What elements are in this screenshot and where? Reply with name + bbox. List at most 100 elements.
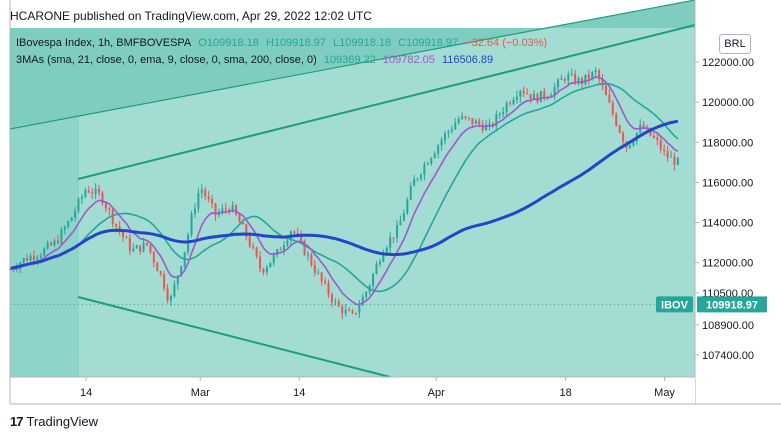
candle-body — [152, 252, 155, 263]
candle-body — [269, 262, 272, 268]
candle-body — [303, 240, 306, 255]
price-tick-label: 122000.00 — [702, 57, 754, 69]
candle-body — [283, 245, 285, 251]
candle-body — [433, 153, 436, 159]
candle-body — [478, 120, 481, 125]
candle-body — [211, 199, 214, 204]
candle-body — [122, 231, 125, 238]
candle-body — [300, 235, 303, 241]
candle-body — [70, 217, 73, 222]
ohlc-low: L109918.18 — [332, 37, 392, 49]
candle-body — [437, 145, 440, 154]
candle-body — [659, 140, 662, 150]
candle-body — [272, 255, 275, 263]
candle-body — [53, 240, 56, 246]
candle-body — [159, 271, 162, 275]
candle-body — [224, 208, 227, 210]
candle-body — [238, 214, 241, 223]
candle-body — [505, 103, 508, 112]
time-axis-background — [10, 377, 695, 404]
candle-body — [67, 221, 70, 228]
candle-body — [622, 132, 625, 142]
candle-body — [522, 90, 525, 94]
candle-body — [163, 274, 166, 289]
candle-body — [132, 248, 135, 252]
candle-body — [567, 74, 570, 81]
candle-body — [231, 205, 234, 212]
candle-body — [50, 243, 53, 246]
price-tick-label: 112000.00 — [702, 258, 753, 270]
candle-body — [632, 141, 635, 146]
candle-body — [372, 274, 375, 286]
price-tick-label: 108900.00 — [702, 320, 754, 332]
tradingview-logo-icon: 17 — [10, 414, 24, 429]
channel-outer-line — [9, 0, 696, 130]
candle-body — [77, 198, 80, 212]
candle-body — [399, 220, 402, 226]
price-tick-label: 120000.00 — [702, 97, 754, 109]
symbol-name[interactable]: IBovespa Index, 1h, BMFBOVESPA — [16, 37, 192, 49]
candle-body — [587, 74, 590, 79]
candle-body — [173, 284, 176, 297]
candle-body — [214, 203, 217, 216]
candle-body — [74, 211, 77, 218]
ema9-value: 109782.05 — [382, 54, 435, 66]
candle-body — [108, 208, 111, 210]
candle-body — [471, 118, 474, 124]
time-tick-label: 14 — [80, 387, 92, 399]
candle-body — [80, 196, 83, 199]
candle-body — [512, 99, 515, 105]
candle-body — [591, 72, 594, 79]
candle-body — [642, 124, 645, 129]
candle-body — [485, 124, 488, 131]
candle-body — [543, 90, 546, 98]
candle-body — [197, 192, 200, 209]
candle-body — [676, 158, 679, 165]
candle-body — [36, 257, 39, 260]
candle-body — [204, 189, 207, 197]
time-tick-label: 18 — [559, 387, 571, 399]
candle-body — [265, 267, 268, 273]
candle-body — [252, 246, 255, 248]
sma21-line — [9, 82, 679, 293]
candle-body — [190, 213, 193, 235]
sma200-line — [9, 119, 679, 270]
candle-body — [467, 117, 470, 119]
ohlc-open: O109918.18 — [198, 37, 259, 49]
candle-body — [652, 135, 655, 138]
indicator-name[interactable]: 3MAs (sma, 21, close, 0, ema, 9, close, … — [16, 54, 317, 66]
candle-body — [341, 306, 344, 314]
candle-body — [570, 73, 573, 75]
currency-button[interactable]: BRL — [719, 34, 751, 54]
candle-body — [365, 291, 368, 297]
candle-body — [594, 70, 597, 73]
candle-body — [666, 151, 669, 158]
ohlc-close: C109918.97 — [398, 37, 459, 49]
candle-body — [529, 93, 532, 99]
candle-body — [389, 237, 392, 248]
candle-body — [235, 205, 238, 215]
symbol-tag-label: IBOV — [661, 299, 689, 311]
footer-brand: 17 TradingView — [10, 414, 98, 429]
chart-legend: IBovespa Index, 1h, BMFBOVESPA O109918.1… — [16, 35, 551, 69]
candle-body — [488, 123, 491, 125]
candle-body — [509, 103, 512, 105]
candle-body — [156, 262, 159, 272]
candle-body — [385, 247, 388, 254]
candle-body — [169, 296, 172, 301]
candle-body — [447, 131, 450, 134]
candle-body — [135, 245, 138, 249]
sma21-value: 109369.22 — [323, 54, 376, 66]
candle-body — [498, 114, 501, 116]
candle-body — [550, 95, 553, 98]
candle-body — [618, 125, 621, 133]
candle-body — [464, 116, 467, 118]
symbol-tag — [656, 296, 693, 313]
candle-body — [149, 244, 152, 253]
candle-body — [193, 208, 196, 214]
candle-body — [128, 238, 131, 252]
symbol-row: IBovespa Index, 1h, BMFBOVESPA O109918.1… — [16, 35, 551, 52]
candle-body — [361, 296, 364, 306]
candle-body — [430, 158, 433, 164]
